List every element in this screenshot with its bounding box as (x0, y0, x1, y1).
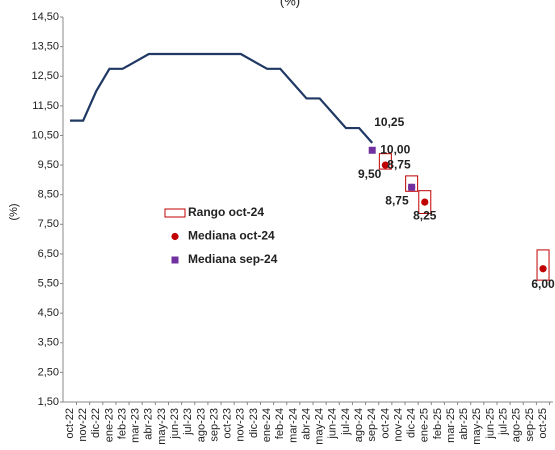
x-tick-label: sep-23 (208, 408, 220, 442)
range-box (405, 175, 419, 192)
x-tick-label: mar-25 (445, 408, 457, 443)
y-tick-label: 7,50 (38, 218, 59, 230)
rate-line (70, 52, 374, 144)
y-tick-label: 10,50 (31, 129, 59, 141)
median-square (368, 146, 376, 154)
x-tick-label: sep-24 (366, 408, 378, 442)
x-tick-label: jun-24 (327, 408, 339, 440)
x-tick-label: nov-22 (77, 408, 89, 442)
x-tick-label: abr-24 (300, 408, 312, 440)
x-tick-label: nov-23 (235, 408, 247, 442)
y-axis-label: (%) (8, 203, 20, 220)
median-dot (539, 265, 547, 273)
x-tick-label: ago-24 (353, 408, 365, 442)
x-tick-label: jul-25 (498, 408, 510, 436)
y-tick-label: 11,50 (32, 100, 59, 112)
y-tick-label: 6,50 (38, 248, 59, 260)
x-tick-label: oct-23 (222, 408, 234, 439)
y-tick-label: 3,50 (38, 337, 59, 349)
range-box (418, 190, 432, 214)
x-tick-label: oct-22 (64, 408, 76, 439)
x-tick-label: nov-24 (392, 408, 404, 442)
x-tick-label: feb-23 (116, 408, 128, 439)
y-tick-label: 13,50 (31, 41, 59, 53)
x-tick-label: abr-25 (458, 408, 470, 440)
legend-label: Mediana sep-24 (188, 252, 278, 266)
x-tick-label: jul-24 (340, 408, 352, 436)
chart-title: (%) (280, 0, 300, 8)
x-tick-label: may-25 (471, 408, 483, 445)
x-tick-label: jun-25 (484, 408, 496, 440)
data-label: 8,75 (387, 157, 411, 171)
x-tick-label: ago-25 (511, 408, 523, 442)
y-tick-label: 12,50 (31, 70, 59, 82)
y-tick-label: 9,50 (38, 159, 59, 171)
range-box (536, 249, 550, 281)
y-tick-label: 5,50 (38, 277, 59, 289)
y-tick-label: 14,50 (31, 11, 59, 23)
range-box (378, 153, 392, 170)
data-label: 10,25 (374, 115, 404, 129)
x-tick-label: feb-25 (432, 408, 444, 439)
legend-swatch (171, 256, 179, 264)
data-label: 8,25 (413, 208, 437, 222)
x-tick-label: ene-24 (261, 408, 273, 442)
x-tick-label: oct-24 (379, 408, 391, 439)
median-dot (421, 198, 429, 206)
x-tick-label: may-23 (156, 408, 168, 445)
x-tick-label: oct-25 (537, 408, 549, 439)
x-tick-label: abr-23 (143, 408, 155, 440)
median-dot (381, 161, 389, 169)
data-label: 6,00 (531, 277, 555, 291)
y-tick-label: 4,50 (38, 307, 59, 319)
median-square (408, 183, 416, 191)
data-label: 10,00 (380, 142, 410, 156)
x-tick-label: feb-24 (274, 408, 286, 439)
x-tick-label: ene-23 (103, 408, 115, 442)
x-tick-label: ene-25 (419, 408, 431, 442)
y-tick-label: 8,50 (38, 189, 59, 201)
y-tick-label: 1,50 (38, 396, 59, 408)
x-tick-label: dic-23 (248, 408, 260, 438)
legend-swatch (164, 208, 186, 218)
x-tick-label: jun-23 (169, 408, 181, 440)
x-tick-label: dic-24 (406, 408, 418, 438)
legend-label: Mediana oct-24 (188, 229, 275, 243)
x-tick-label: may-24 (314, 408, 326, 445)
x-tick-label: ago-23 (195, 408, 207, 442)
data-label: 9,50 (358, 167, 382, 181)
x-tick-label: mar-24 (287, 408, 299, 443)
legend-swatch (171, 232, 179, 241)
legend-label: Rango oct-24 (188, 205, 264, 219)
x-tick-label: mar-23 (130, 408, 142, 443)
data-label: 8,75 (385, 193, 409, 207)
x-tick-label: dic-22 (90, 408, 102, 438)
y-tick-label: 2,50 (38, 366, 59, 378)
x-tick-label: jul-23 (182, 408, 194, 436)
x-tick-label: sep-25 (524, 408, 536, 442)
